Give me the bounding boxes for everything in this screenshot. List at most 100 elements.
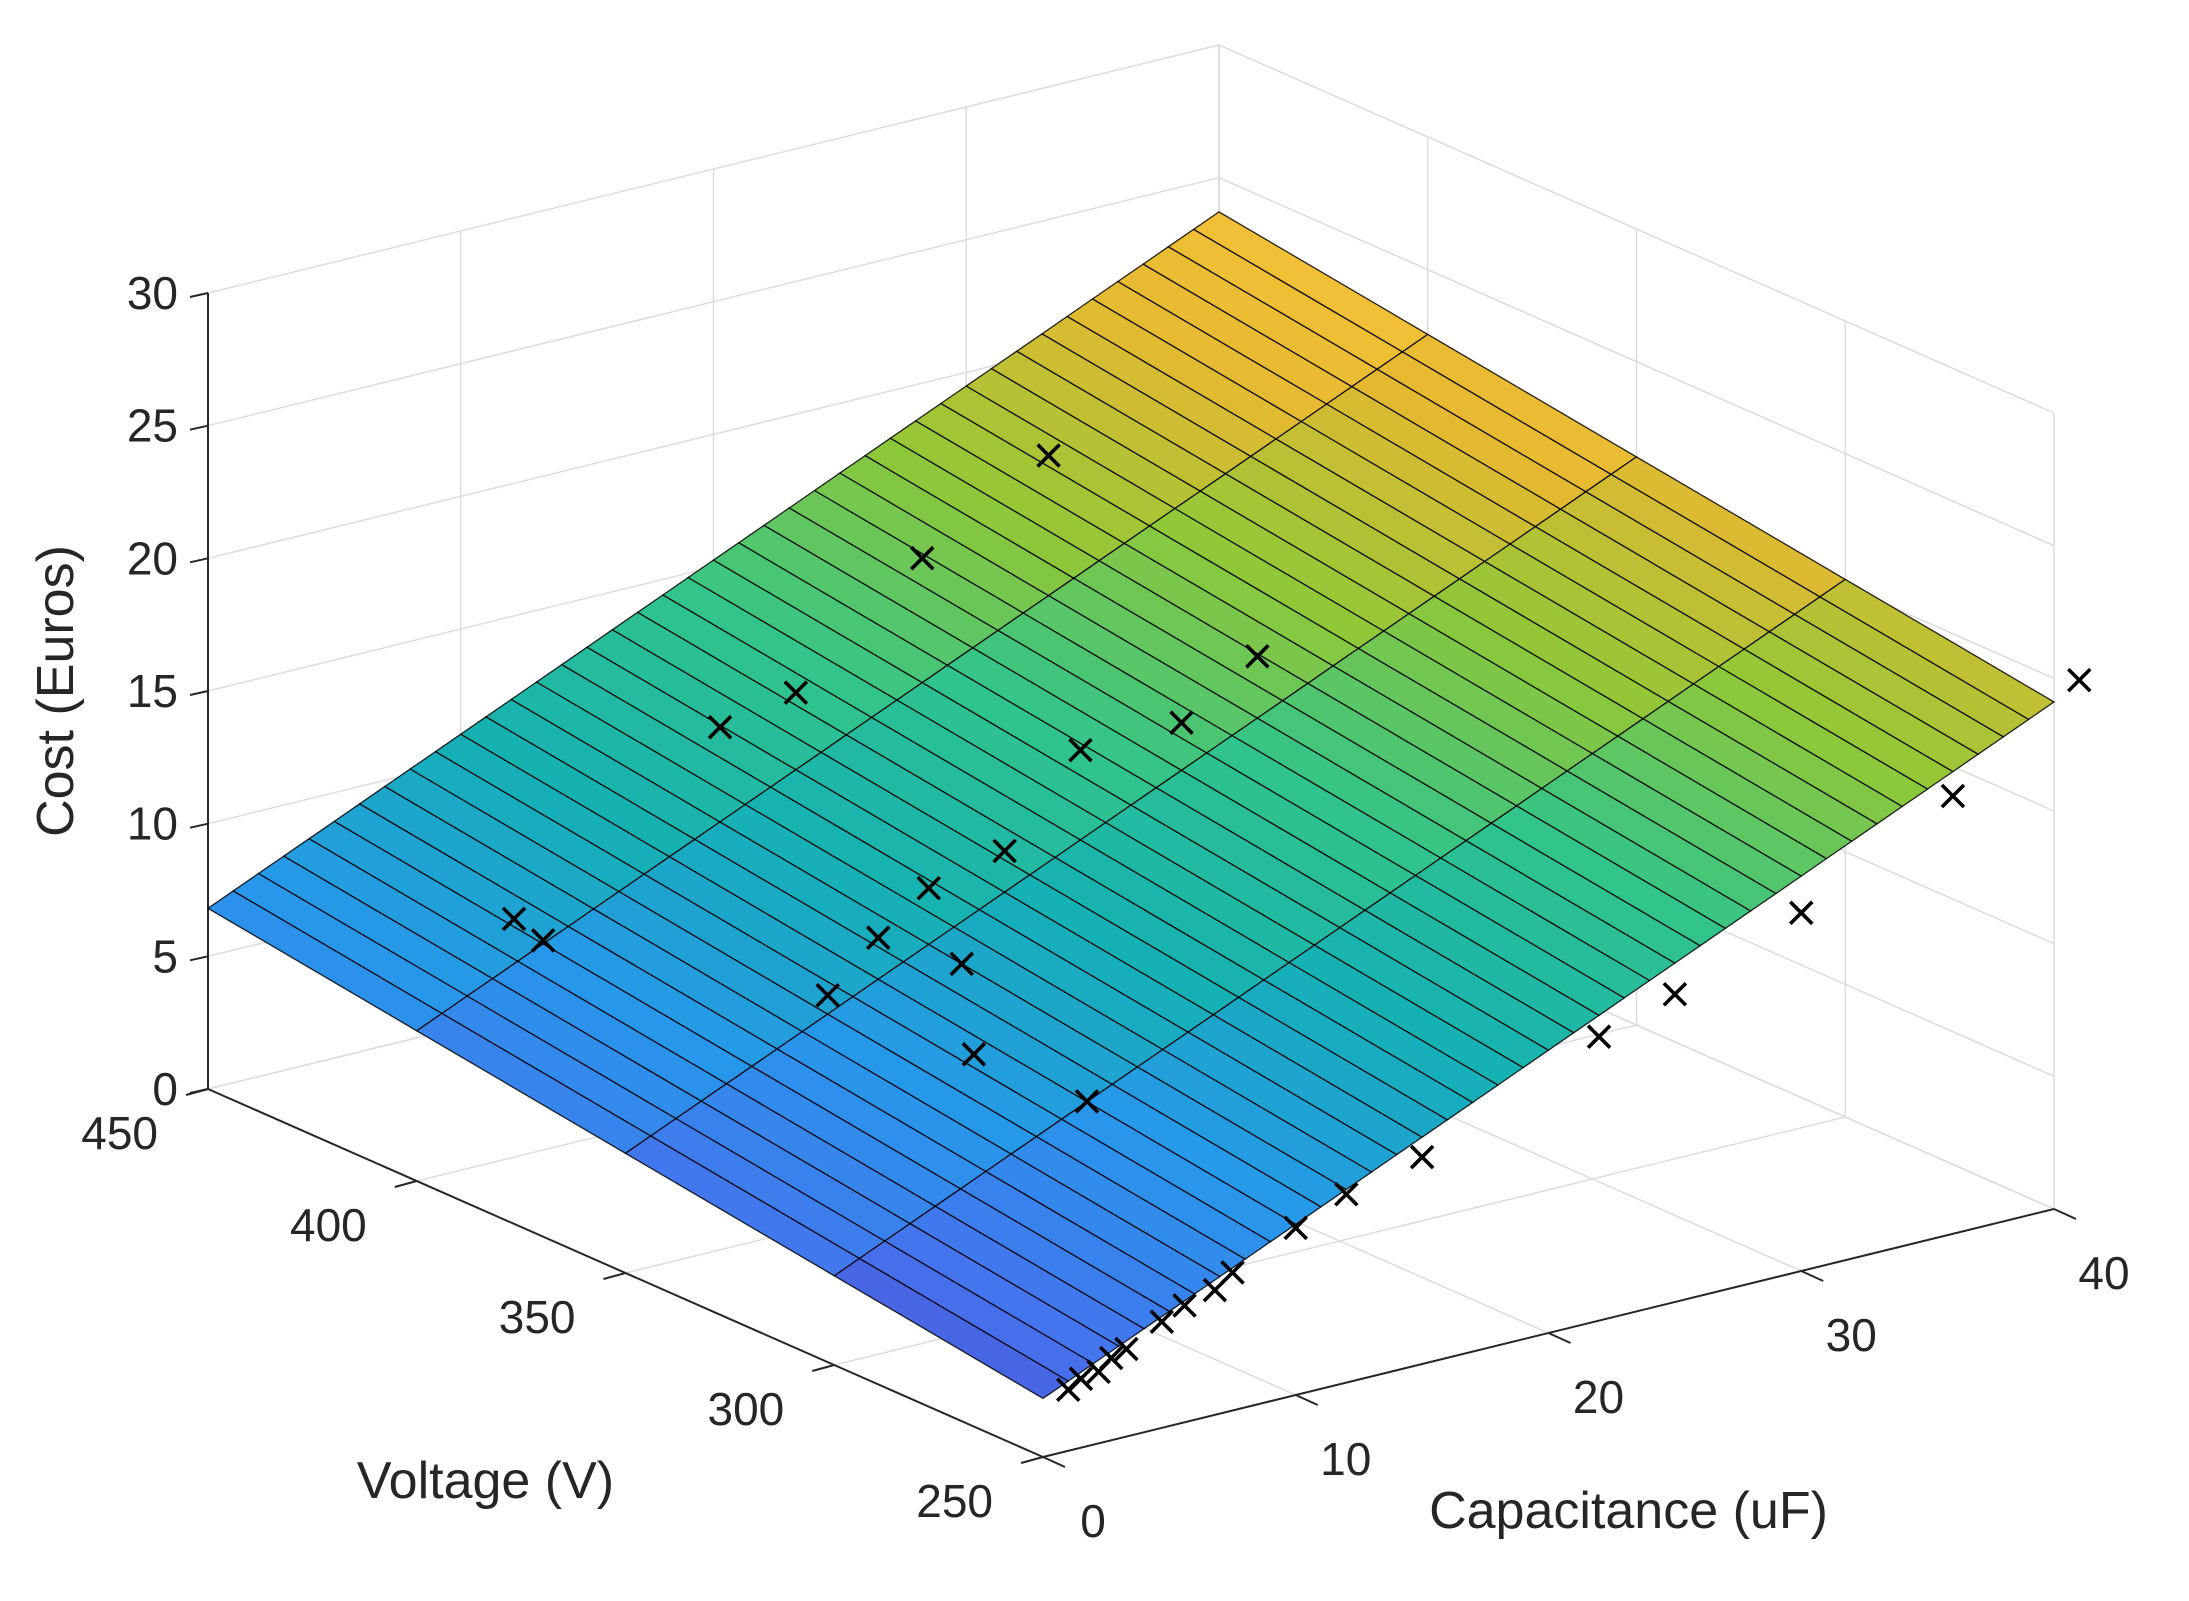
y-tick-label: 450 (81, 1107, 158, 1159)
marker-stroke (1068, 1366, 1094, 1391)
z-tick-label: 10 (127, 798, 178, 850)
marker-stroke (530, 928, 556, 953)
data-point-marker (1169, 710, 1194, 735)
y-tick-label: 300 (708, 1383, 785, 1435)
x-tick (1800, 1270, 1824, 1282)
data-point-marker (1074, 1089, 1100, 1114)
data-point-marker (992, 838, 1017, 864)
back-wall-grid-line (207, 176, 1220, 427)
data-point-marker (2067, 667, 2092, 693)
data-point-marker (1068, 737, 1093, 763)
data-point-marker (815, 982, 840, 1008)
marker-stroke (1149, 1309, 1175, 1334)
data-point-marker (909, 545, 935, 571)
data-point-marker (949, 951, 975, 977)
marker-stroke (909, 545, 935, 571)
data-point-marker (1586, 1024, 1612, 1049)
data-point-marker (1662, 981, 1688, 1007)
y-tick (1020, 1456, 1044, 1464)
z-tick (189, 955, 209, 962)
surface-patch (1818, 578, 2056, 721)
marker-stroke (1586, 1024, 1612, 1049)
marker-stroke (1172, 1293, 1197, 1318)
data-point-marker (1098, 1345, 1124, 1371)
z-tick (189, 557, 209, 564)
marker-stroke (1068, 737, 1093, 763)
marker-stroke (1940, 783, 1966, 809)
z-axis-label: Cost (Euros) (27, 545, 85, 837)
back-wall-grid-line (207, 44, 1220, 294)
marker-stroke (501, 906, 527, 932)
x-tick-label: 0 (1080, 1495, 1106, 1547)
side-wall-grid-line (1218, 44, 2055, 414)
marker-stroke (1098, 1345, 1124, 1371)
data-point-marker (1036, 443, 1061, 468)
y-tick-label: 250 (916, 1475, 993, 1527)
z-tick-label: 30 (127, 267, 178, 319)
z-tick (189, 1088, 209, 1094)
marker-stroke (961, 1042, 987, 1067)
z-tick (189, 690, 209, 696)
marker-stroke (1662, 981, 1688, 1007)
z-tick (189, 822, 209, 829)
marker-stroke (1245, 644, 1270, 669)
data-point-marker (865, 925, 891, 950)
surface-layer (206, 211, 2056, 1400)
data-point-marker (530, 928, 556, 953)
z-tick-label: 0 (152, 1063, 178, 1115)
data-point-marker (501, 906, 527, 932)
y-tick (811, 1364, 835, 1372)
marker-stroke (1169, 710, 1194, 735)
marker-stroke (707, 714, 733, 740)
marker-stroke (815, 982, 840, 1008)
y-tick (394, 1180, 418, 1188)
z-tick (189, 424, 209, 431)
y-tick-label: 400 (290, 1199, 367, 1251)
marker-stroke (865, 925, 891, 950)
marker-stroke (1220, 1260, 1245, 1285)
z-tick-label: 25 (127, 400, 178, 452)
data-point-marker (1409, 1144, 1435, 1170)
z-tick (189, 292, 209, 298)
data-point-marker (1068, 1366, 1094, 1391)
x-tick (1042, 1456, 1066, 1468)
y-tick (603, 1272, 626, 1280)
data-point-marker (916, 875, 942, 901)
x-tick (1548, 1332, 1571, 1344)
marker-stroke (949, 951, 975, 977)
marker-stroke (2067, 667, 2092, 693)
marker-stroke (1334, 1181, 1359, 1207)
marker-stroke (1409, 1144, 1435, 1170)
marker-stroke (1788, 900, 1814, 926)
data-point-marker (1245, 644, 1270, 669)
x-tick-label: 10 (1320, 1433, 1371, 1485)
marker-stroke (1283, 1215, 1309, 1241)
labels-layer: Capacitance (uF) Voltage (V) Cost (Euros… (27, 545, 1828, 1540)
marker-stroke (992, 838, 1017, 864)
x-axis-label: Capacitance (uF) (1429, 1482, 1828, 1540)
x-tick (2053, 1208, 2077, 1220)
data-point-marker (1149, 1309, 1175, 1334)
data-point-marker (1172, 1293, 1197, 1318)
z-tick-label: 15 (127, 665, 178, 717)
marker-stroke (1036, 443, 1061, 468)
x-tick-label: 20 (1573, 1371, 1624, 1423)
x-tick-label: 30 (1826, 1309, 1877, 1361)
x-tick (1295, 1394, 1319, 1406)
data-point-marker (1334, 1181, 1359, 1207)
y-axis-label: Voltage (V) (357, 1452, 614, 1510)
y-tick-label: 350 (499, 1291, 576, 1343)
z-tick-label: 20 (127, 532, 178, 584)
data-point-marker (707, 714, 733, 740)
data-point-marker (1940, 783, 1966, 809)
marker-stroke (916, 875, 942, 901)
data-point-marker (1114, 1336, 1139, 1362)
marker-stroke (1074, 1089, 1100, 1114)
data-point-marker (1788, 900, 1814, 926)
data-point-marker (1220, 1260, 1245, 1285)
data-point-marker (1283, 1215, 1309, 1241)
scatter-layer (501, 443, 2092, 1403)
